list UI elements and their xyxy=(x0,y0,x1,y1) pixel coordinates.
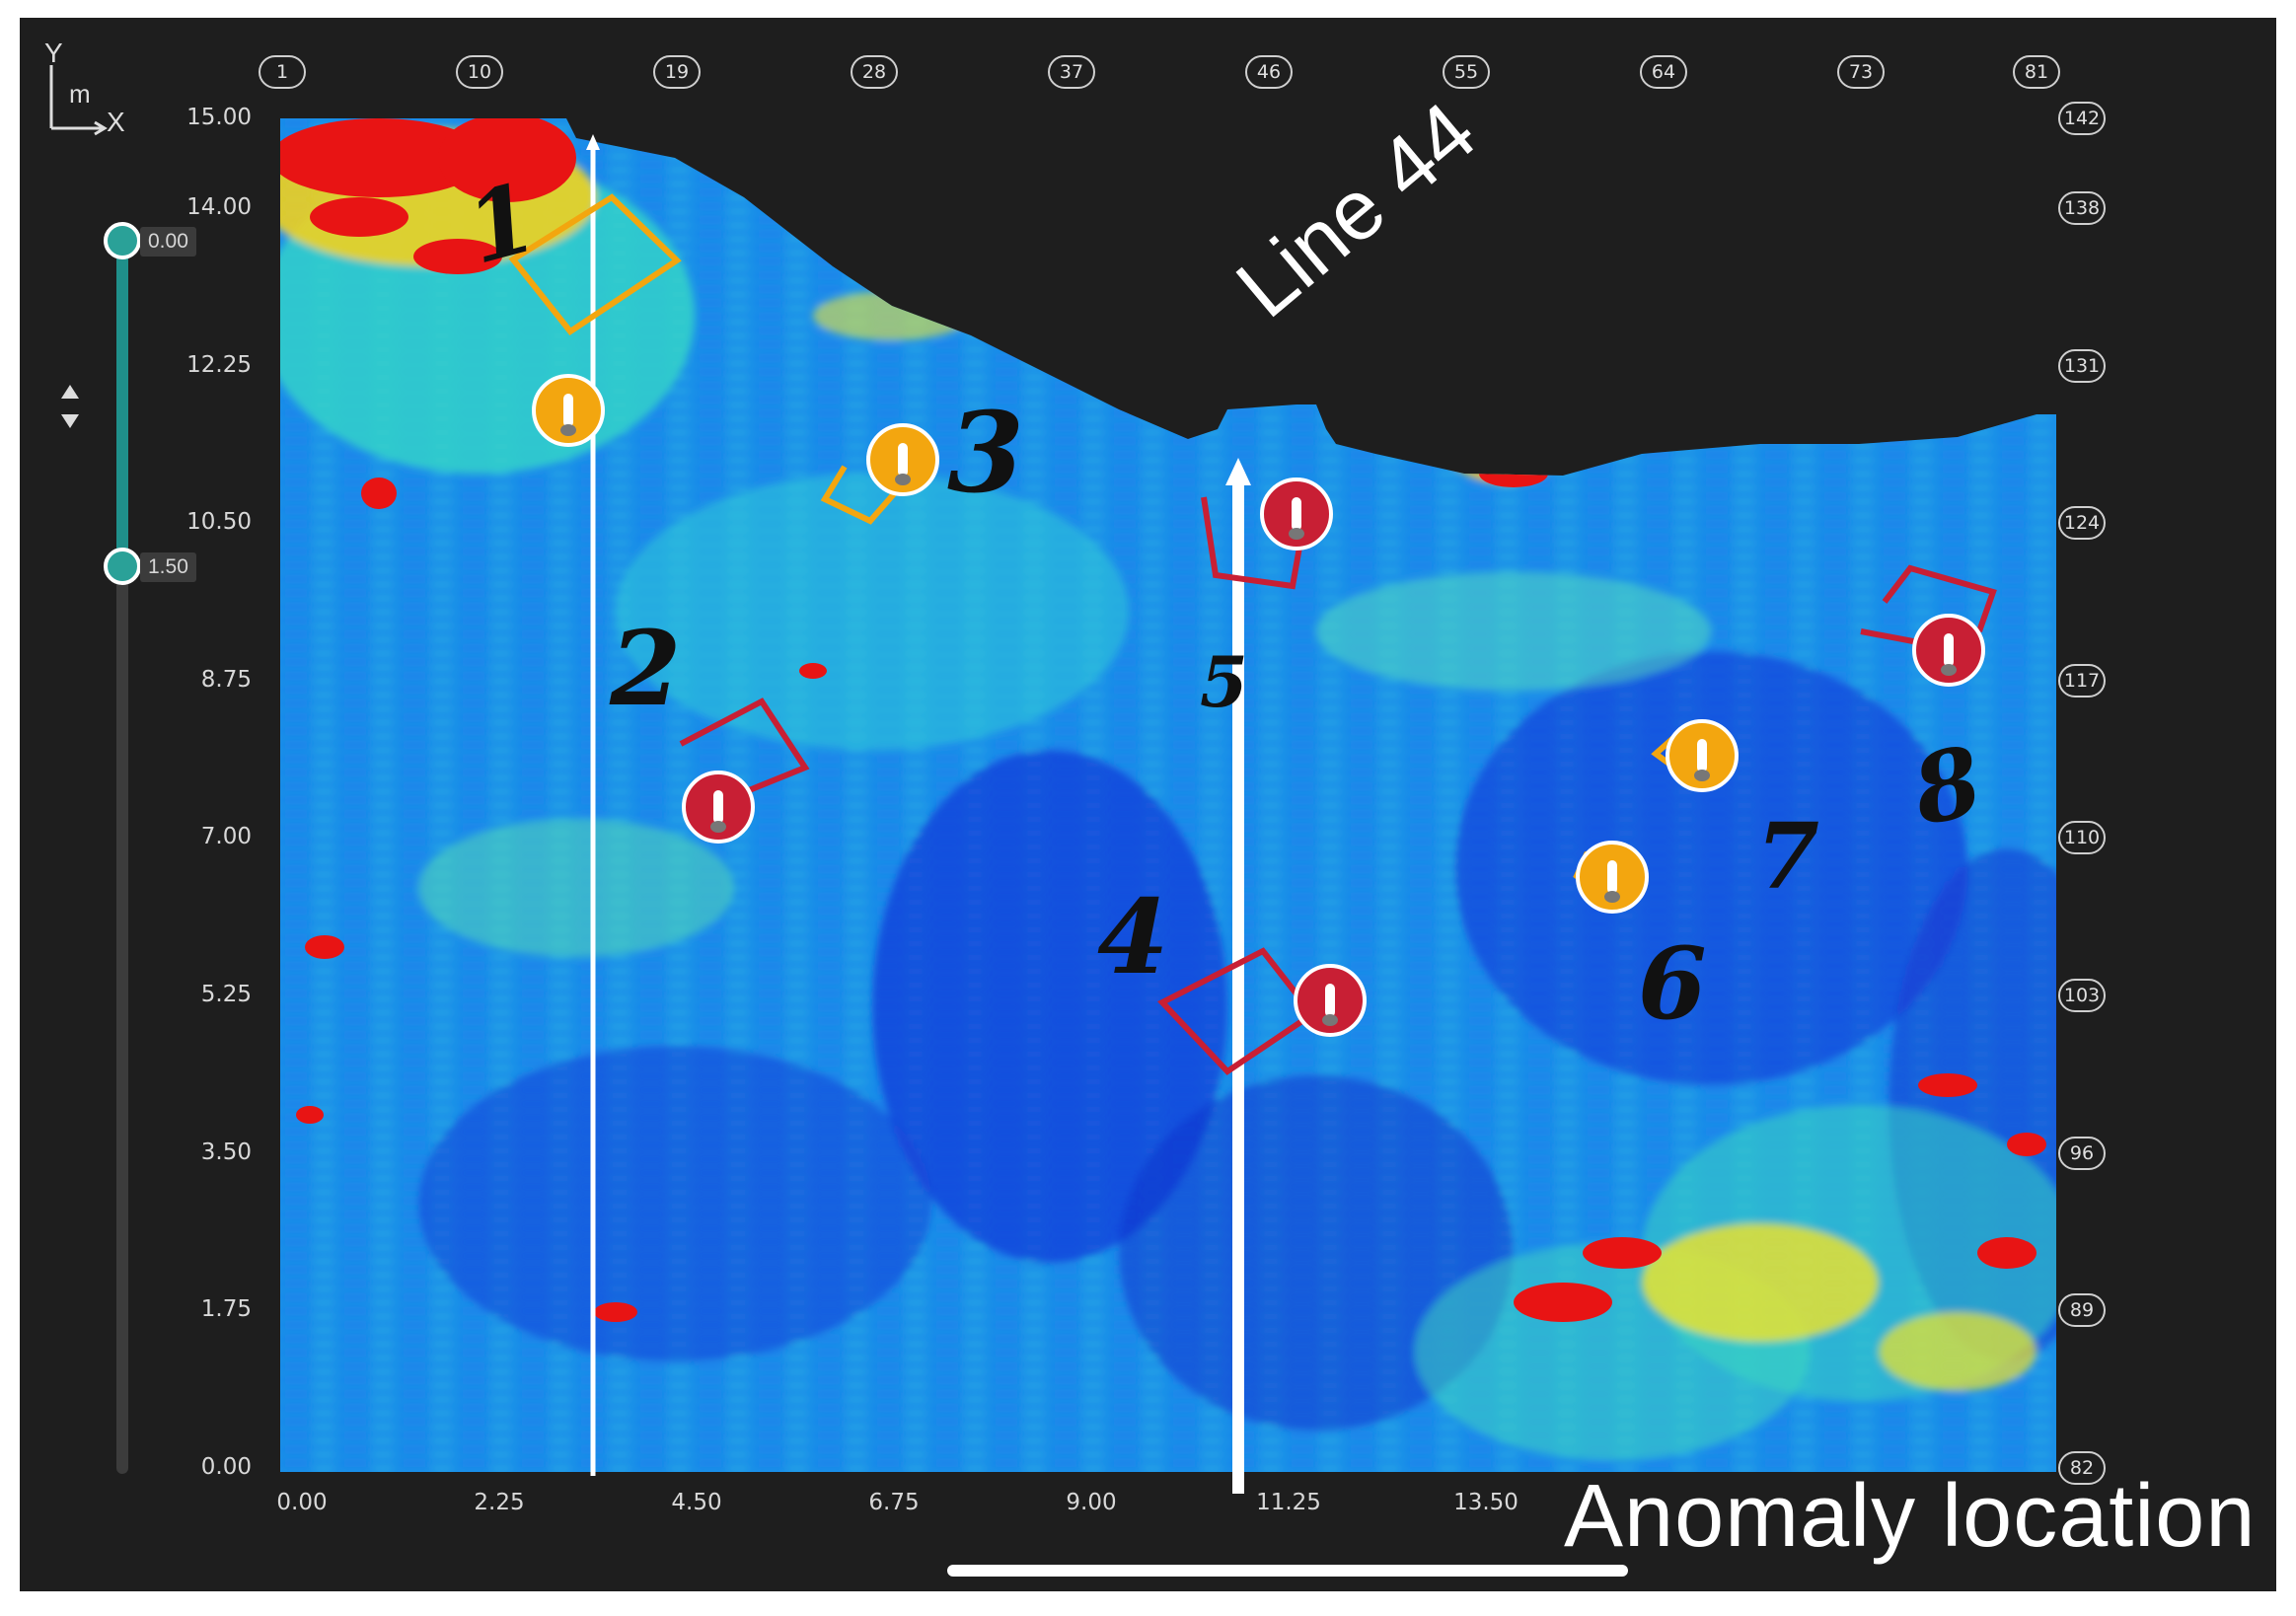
anomaly-marker-1[interactable] xyxy=(532,374,605,447)
anomaly-number-7: 7 xyxy=(1756,803,1820,910)
survey-line-arrow-1 xyxy=(586,134,600,1476)
y-tick: 3.50 xyxy=(200,1139,252,1165)
anomaly-location-caption: Anomaly location xyxy=(1564,1467,2257,1566)
x-tick: 9.00 xyxy=(1066,1490,1117,1515)
line-number[interactable]: 64 xyxy=(1640,55,1687,89)
unit-label: m xyxy=(69,79,91,109)
y-tick: 12.25 xyxy=(186,352,252,378)
anomaly-number-5: 5 xyxy=(1200,641,1248,723)
y-tick: 15.00 xyxy=(186,105,252,130)
anomaly-number-6: 6 xyxy=(1638,925,1707,1042)
line-number[interactable]: 10 xyxy=(456,55,503,89)
sample-number: 124 xyxy=(2058,506,2106,540)
anomaly-number-3: 3 xyxy=(947,389,1024,518)
slider-top-value: 0.00 xyxy=(140,227,196,257)
line-number[interactable]: 19 xyxy=(653,55,701,89)
anomaly-marker-5[interactable] xyxy=(1260,477,1333,551)
sample-number: 96 xyxy=(2058,1137,2106,1170)
line-number[interactable]: 1 xyxy=(259,55,306,89)
sample-number: 131 xyxy=(2058,349,2106,383)
slider-bottom-value: 1.50 xyxy=(140,552,196,582)
line-number[interactable]: 73 xyxy=(1837,55,1885,89)
sample-number: 89 xyxy=(2058,1293,2106,1327)
y-axis-letter: Y xyxy=(44,37,63,68)
line-number[interactable]: 81 xyxy=(2013,55,2060,89)
anomaly-marker-6[interactable] xyxy=(1576,841,1649,914)
sample-number: 103 xyxy=(2058,979,2106,1012)
anomaly-marker-7[interactable] xyxy=(1666,719,1739,792)
slider-bottom-knob[interactable] xyxy=(104,548,141,585)
y-tick: 5.25 xyxy=(200,982,252,1007)
anomaly-number-2: 2 xyxy=(610,608,682,729)
x-tick: 4.50 xyxy=(671,1490,722,1515)
anomaly-number-4: 4 xyxy=(1097,876,1169,997)
x-tick: 11.25 xyxy=(1256,1490,1321,1515)
y-tick: 10.50 xyxy=(186,509,252,535)
survey-line-arrow-line-44 xyxy=(1225,458,1251,1494)
line-number[interactable]: 28 xyxy=(851,55,898,89)
y-tick: 8.75 xyxy=(200,667,252,693)
anomaly-marker-8[interactable] xyxy=(1912,614,1985,687)
x-axis-letter: X xyxy=(107,107,125,137)
y-tick: 14.00 xyxy=(186,194,252,220)
axis-indicator-icon: Y m X xyxy=(41,37,125,137)
y-tick: 0.00 xyxy=(200,1454,252,1480)
sample-number: 110 xyxy=(2058,821,2106,854)
home-indicator-bar[interactable] xyxy=(947,1565,1628,1577)
y-tick: 7.00 xyxy=(200,824,252,849)
drag-arrows-icon[interactable] xyxy=(59,383,81,430)
y-tick: 1.75 xyxy=(200,1296,252,1322)
gpr-scan-screen: Y m X 0.00 1.50 15.00 14.00 12.25 10.50 … xyxy=(20,18,2276,1591)
line-number[interactable]: 37 xyxy=(1048,55,1095,89)
line-number[interactable]: 46 xyxy=(1245,55,1293,89)
anomaly-marker-2[interactable] xyxy=(682,771,755,844)
x-tick: 6.75 xyxy=(868,1490,920,1515)
sample-number: 117 xyxy=(2058,664,2106,698)
x-tick: 13.50 xyxy=(1453,1490,1518,1515)
gpr-heatmap[interactable] xyxy=(280,118,2056,1472)
x-tick: 0.00 xyxy=(276,1490,328,1515)
line-number[interactable]: 55 xyxy=(1443,55,1490,89)
anomaly-marker-3[interactable] xyxy=(866,423,939,496)
anomaly-marker-4[interactable] xyxy=(1294,964,1367,1037)
x-tick: 2.25 xyxy=(474,1490,525,1515)
sample-number: 138 xyxy=(2058,191,2106,225)
sample-number: 142 xyxy=(2058,102,2106,135)
slider-range xyxy=(116,241,128,566)
slider-top-knob[interactable] xyxy=(104,222,141,259)
sample-number: 82 xyxy=(2058,1451,2106,1485)
